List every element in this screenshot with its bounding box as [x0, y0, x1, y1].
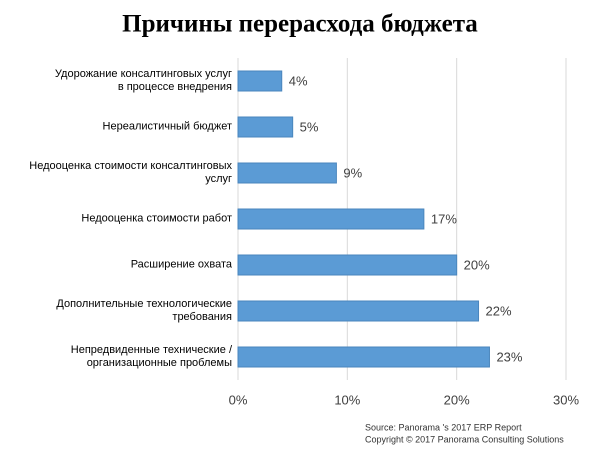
source-note: Copyright © 2017 Panorama Consulting Sol… — [365, 434, 564, 444]
x-tick-label: 0% — [229, 392, 248, 407]
y-tick-label: Недооценка стоимости консалтинговых услу… — [29, 160, 232, 185]
value-label: 4% — [289, 73, 308, 88]
bar — [237, 346, 490, 368]
value-label: 23% — [496, 349, 522, 364]
bar — [237, 162, 337, 184]
y-tick-label: Недооценка стоимости работ — [81, 212, 232, 225]
y-tick-label: Непредвиденные технические / организацио… — [70, 344, 232, 369]
value-label: 20% — [464, 257, 490, 272]
y-tick-label: Нереалистичный бюджет — [102, 120, 232, 133]
x-tick-label: 20% — [444, 392, 470, 407]
value-label: 5% — [300, 119, 319, 134]
x-tick-label: 30% — [553, 392, 579, 407]
bar — [237, 300, 480, 322]
value-label: 17% — [431, 211, 457, 226]
source-note: Source: Panorama 's 2017 ERP Report — [365, 422, 522, 432]
bar — [237, 116, 294, 138]
bar — [237, 208, 425, 230]
value-label: 9% — [343, 165, 362, 180]
bar — [237, 70, 283, 92]
y-tick-label: Дополнительные технологические требовани… — [56, 298, 232, 323]
chart-title: Причины перерасхода бюджета — [122, 11, 478, 38]
value-label: 22% — [486, 303, 512, 318]
y-tick-label: Удорожание консалтинговых услуг в процес… — [54, 68, 232, 93]
x-tick-label: 10% — [334, 392, 360, 407]
y-tick-label: Расширение охвата — [130, 258, 232, 271]
bar — [237, 254, 458, 276]
